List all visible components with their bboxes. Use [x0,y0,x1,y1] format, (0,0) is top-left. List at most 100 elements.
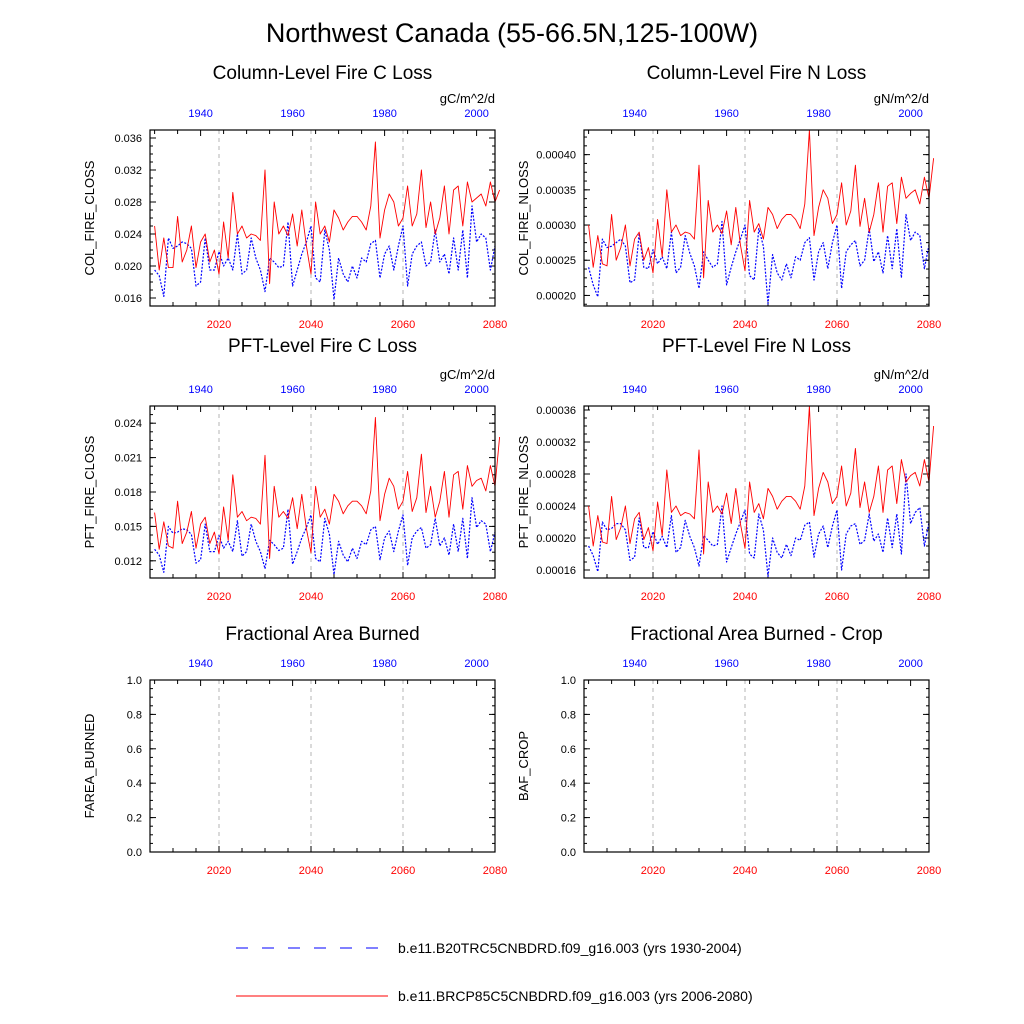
x-tick-label-top: 1980 [806,108,830,120]
series-line-rcp85 [154,417,501,559]
panels: Column-Level Fire C Loss gC/m^2/d COL_FIRE… [82,63,941,877]
x-tick-label-top: 2000 [898,658,922,670]
y-tick-label: 0.016 [114,293,142,305]
chart-panel-4: PFT-Level Fire N Loss gN/m^2/d PFT_FIRE_NL… [516,336,941,603]
y-tick-label: 0.00032 [536,437,576,449]
legend: b.e11.B20TRC5CNBDRD.f09_g16.003 (yrs 193… [236,940,753,1004]
x-tick-label-bottom: 2080 [917,591,941,603]
units-label: gC/m^2/d [440,367,495,382]
x-tick-label-bottom: 2080 [483,319,507,331]
x-tick-label-bottom: 2060 [391,319,415,331]
plot-frame [149,405,496,579]
y-tick-label: 0.00020 [536,533,576,545]
series-line-historical [588,473,930,578]
y-tick-label: 0.0 [561,847,576,859]
x-tick-label-bottom: 2060 [391,591,415,603]
y-tick-label: 0.0 [127,847,142,859]
y-tick-label: 0.00036 [536,405,576,417]
y-tick-label: 0.00025 [536,255,576,267]
plot-frame [583,129,930,307]
chart-panel-2: Column-Level Fire N Loss gN/m^2/d COL_FIRE… [516,63,941,331]
series-line-historical [154,497,496,576]
y-tick-label: 0.036 [114,133,142,145]
x-tick-label-bottom: 2060 [825,319,849,331]
chart-panel-1: Column-Level Fire C Loss gC/m^2/d COL_FIRE… [82,63,507,331]
y-tick-label: 0.018 [114,487,142,499]
plot-frame [583,405,930,579]
panel-title: Column-Level Fire C Loss [213,63,433,84]
units-label: gC/m^2/d [440,91,495,106]
y-tick-label: 0.4 [561,778,576,790]
y-tick-label: 0.4 [127,778,142,790]
x-tick-label-bottom: 2040 [733,865,757,877]
x-tick-label-top: 1940 [188,108,212,120]
x-tick-label-top: 1980 [806,384,830,396]
plot-frame [149,129,496,307]
x-tick-label-top: 1980 [806,658,830,670]
x-tick-label-top: 1960 [714,384,738,396]
y-tick-label: 0.020 [114,261,142,273]
y-tick-label: 0.021 [114,453,142,465]
x-tick-label-bottom: 2020 [641,865,665,877]
y-axis-label: FAREA_BURNED [82,714,97,819]
x-tick-label-top: 2000 [464,658,488,670]
x-tick-label-top: 1960 [280,658,304,670]
x-tick-label-top: 1960 [714,658,738,670]
y-tick-label: 0.00024 [536,501,576,513]
x-tick-label-bottom: 2080 [917,319,941,331]
y-tick-label: 0.028 [114,197,142,209]
chart-panel-5: Fractional Area Burned FAREA_BURNED 2020 20… [82,624,507,877]
x-tick-label-top: 1940 [622,108,646,120]
x-tick-label-top: 2000 [464,108,488,120]
x-tick-label-bottom: 2080 [917,865,941,877]
x-tick-label-bottom: 2040 [299,865,323,877]
x-tick-label-top: 1960 [280,384,304,396]
x-tick-label-bottom: 2020 [641,319,665,331]
y-tick-label: 0.00016 [536,565,576,577]
x-tick-label-top: 1940 [188,384,212,396]
x-tick-label-bottom: 2040 [733,591,757,603]
units-label: gN/m^2/d [874,91,929,106]
y-tick-label: 0.2 [561,813,576,825]
x-tick-label-top: 1980 [372,658,396,670]
y-axis-label: BAF_CROP [516,731,531,801]
x-tick-label-bottom: 2020 [207,591,231,603]
x-tick-label-top: 1940 [188,658,212,670]
plot-frame [583,679,930,853]
x-tick-label-top: 1940 [622,384,646,396]
x-tick-label-top: 1980 [372,384,396,396]
y-tick-label: 0.00030 [536,220,576,232]
figure-title: Northwest Canada (55-66.5N,125-100W) [266,18,758,48]
plot-frame [149,679,496,853]
x-tick-label-bottom: 2020 [207,319,231,331]
y-axis-label: COL_FIRE_CLOSS [82,160,97,275]
x-tick-label-bottom: 2080 [483,591,507,603]
y-tick-label: 1.0 [561,675,576,687]
x-tick-label-bottom: 2060 [825,591,849,603]
panel-title: Fractional Area Burned [225,624,419,645]
chart-panel-6: Fractional Area Burned - Crop BAF_CROP 202… [516,624,941,877]
series-line-rcp85 [588,405,935,555]
y-tick-label: 0.2 [127,813,142,825]
legend-label: b.e11.B20TRC5CNBDRD.f09_g16.003 (yrs 193… [398,940,742,956]
series-line-historical [154,205,496,301]
panel-title: PFT-Level Fire C Loss [228,336,417,357]
y-axis-label: PFT_FIRE_NLOSS [516,435,531,548]
panel-title: Fractional Area Burned - Crop [630,624,882,645]
x-tick-label-top: 2000 [898,108,922,120]
series-line-rcp85 [588,129,935,279]
x-tick-label-top: 2000 [898,384,922,396]
x-tick-label-bottom: 2020 [207,865,231,877]
x-tick-label-top: 2000 [464,384,488,396]
series-line-historical [588,213,930,305]
y-tick-label: 1.0 [127,675,142,687]
y-axis-label: PFT_FIRE_CLOSS [82,435,97,548]
y-tick-label: 0.024 [114,229,142,241]
y-tick-label: 0.00020 [536,290,576,302]
units-label: gN/m^2/d [874,367,929,382]
y-axis-label: COL_FIRE_NLOSS [516,160,531,275]
x-tick-label-top: 1960 [714,108,738,120]
y-tick-label: 0.8 [561,709,576,721]
x-tick-label-top: 1960 [280,108,304,120]
x-tick-label-bottom: 2020 [641,591,665,603]
